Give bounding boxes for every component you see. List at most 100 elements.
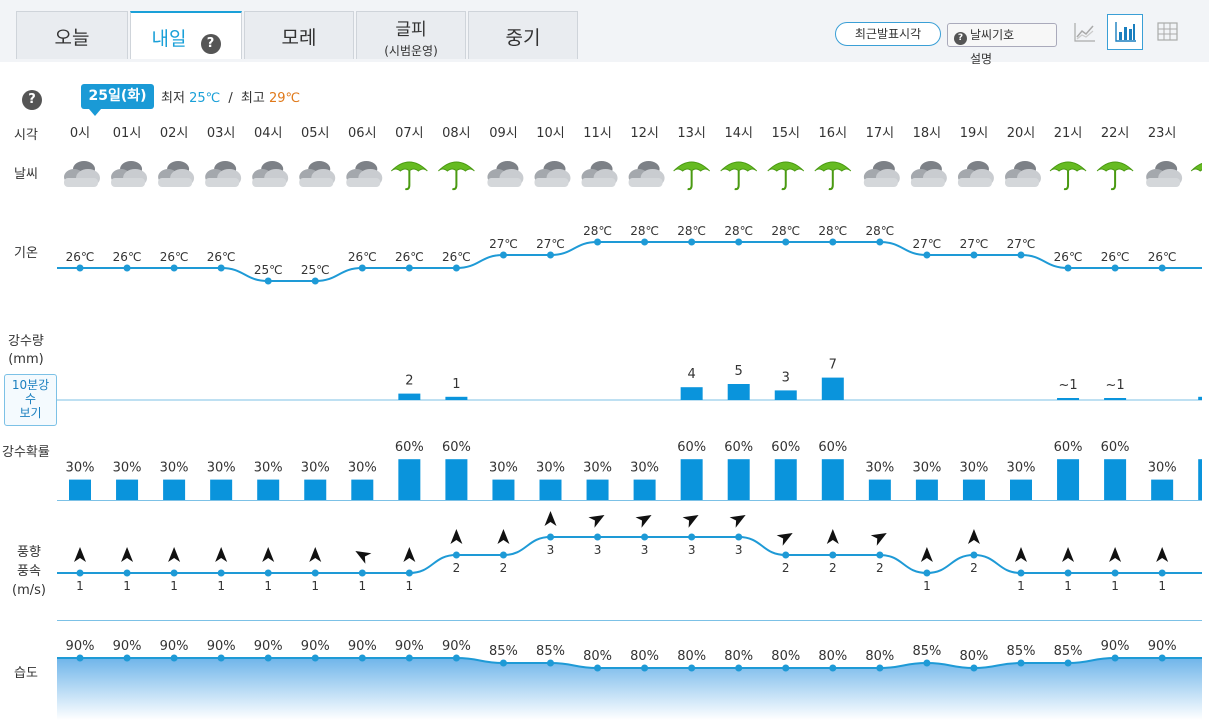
- wind-point: [358, 569, 366, 577]
- wind-arrow-icon: [1062, 547, 1075, 562]
- cloud-base: [346, 178, 381, 187]
- humidity-point: [735, 664, 743, 672]
- umbrella-handle: [452, 171, 458, 191]
- hour-label: 09시: [489, 126, 518, 141]
- humidity-point: [641, 664, 649, 672]
- cloudy-icon: [158, 161, 195, 187]
- precip-label: 1: [452, 377, 460, 392]
- humidity-point: [547, 659, 554, 667]
- temp-label: 28℃: [583, 224, 612, 238]
- wind-speed-label: 2: [782, 561, 790, 575]
- prob-bar: [727, 459, 750, 500]
- weather-symbol-button[interactable]: ? 날씨기호: [947, 23, 1057, 47]
- temp-label: 26℃: [442, 250, 471, 264]
- temp-point: [1111, 264, 1119, 272]
- temp-label: 27℃: [1007, 237, 1036, 251]
- prob-label: 30%: [207, 461, 236, 476]
- prob-label: 60%: [395, 440, 424, 455]
- humidity-point: [1017, 659, 1025, 667]
- temp-label: 26℃: [1054, 250, 1083, 264]
- help-icon[interactable]: ?: [22, 90, 42, 110]
- tab-today[interactable]: 오늘: [16, 11, 128, 59]
- rain-umbrella-icon: [438, 161, 475, 191]
- wind-point: [217, 569, 225, 577]
- temp-point: [641, 238, 649, 246]
- humidity-point: [594, 664, 602, 672]
- wind-arrow-shape: [262, 547, 275, 562]
- tab-three-days[interactable]: 글피 (시범운영): [356, 11, 466, 59]
- temp-label: 28℃: [630, 224, 659, 238]
- wind-speed-label: 1: [1064, 579, 1072, 593]
- wind-unit: (m/s): [12, 583, 46, 598]
- precip-bar: [1104, 398, 1127, 400]
- prob-label: 30%: [959, 461, 988, 476]
- humidity-label: 80%: [583, 649, 612, 664]
- table-grid-icon[interactable]: [1150, 14, 1186, 50]
- wind-speed-label: 3: [547, 543, 555, 557]
- precip-bar: [774, 390, 797, 400]
- temp-label: 2: [1205, 250, 1209, 264]
- weather-symbol-label: 날씨기호: [970, 28, 1015, 42]
- wind-arrow-icon: [403, 547, 416, 562]
- prob-bar: [1104, 459, 1127, 500]
- temp-label: 28℃: [677, 224, 706, 238]
- line-chart-icon[interactable]: [1066, 14, 1102, 50]
- wind-arrow-icon: [497, 529, 510, 544]
- max-label: 최고: [240, 91, 265, 106]
- wind-arrow-shape: [967, 529, 980, 544]
- recent-announce-button[interactable]: 최근발표시각: [835, 22, 941, 46]
- temp-point: [76, 264, 84, 272]
- wind-point: [688, 533, 696, 541]
- tab-day-after[interactable]: 모레: [244, 11, 354, 59]
- wind-point: [264, 569, 272, 577]
- temp-label: 25℃: [301, 263, 330, 277]
- humidity-point: [123, 654, 131, 662]
- prob-label: 30%: [301, 461, 330, 476]
- temp-label: 28℃: [771, 224, 800, 238]
- wind-point: [923, 569, 931, 577]
- ten-min-precip-button[interactable]: 10분강 수 보기: [4, 374, 57, 426]
- humidity-point: [829, 664, 837, 672]
- tab-tomorrow[interactable]: 내일 ?: [130, 11, 242, 59]
- wind-arrow-icon: [826, 529, 839, 544]
- temp-label: 28℃: [818, 224, 847, 238]
- ten-min-line3: 보기: [19, 406, 42, 420]
- umbrella-canopy: [673, 161, 711, 172]
- umbrella-canopy: [1096, 161, 1134, 172]
- prob-label: 30%: [254, 461, 283, 476]
- wind-arrow-shape: [403, 547, 416, 562]
- temp-point: [735, 238, 743, 246]
- humidity-point: [688, 664, 696, 672]
- humidity-label: 80%: [677, 649, 706, 664]
- wind-point: [876, 551, 884, 559]
- hour-label: 07시: [395, 126, 424, 141]
- separator: /: [228, 91, 233, 106]
- temp-point: [405, 264, 413, 272]
- wind-point: [1064, 569, 1072, 577]
- temp-label: 27℃: [913, 237, 942, 251]
- tab-mid-term[interactable]: 중기: [468, 11, 578, 59]
- hour-label: 11시: [583, 126, 612, 141]
- cloudy-icon: [534, 161, 571, 187]
- wind-arrow-shape: [215, 547, 228, 562]
- humidity-label: 80%: [818, 649, 847, 664]
- prob-label: 30%: [912, 461, 941, 476]
- cloudy-icon: [1146, 161, 1183, 187]
- wind-speed-label: 3: [594, 543, 602, 557]
- hour-label: 16시: [819, 126, 848, 141]
- cloud-base: [534, 178, 569, 187]
- humidity-label: 80%: [865, 649, 894, 664]
- umbrella-canopy: [814, 161, 852, 172]
- help-icon[interactable]: ?: [200, 34, 221, 54]
- humidity-label: 80%: [959, 649, 988, 664]
- wind-arrow-icon: [355, 551, 372, 564]
- wind-arrow-icon: [920, 547, 933, 562]
- wind-speed-label: 3: [641, 543, 649, 557]
- temp-point: [264, 277, 272, 285]
- humidity-label: 90%: [1101, 639, 1130, 654]
- cloudy-icon: [252, 161, 289, 187]
- temp-point: [829, 238, 837, 246]
- temp-point: [311, 277, 319, 285]
- wind-arrow-shape: [826, 529, 839, 544]
- bar-chart-icon[interactable]: [1107, 14, 1143, 50]
